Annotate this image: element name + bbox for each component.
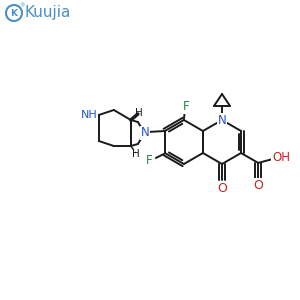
Text: K: K xyxy=(11,8,17,17)
Text: O: O xyxy=(253,179,263,192)
Text: H: H xyxy=(135,108,143,118)
Text: O: O xyxy=(217,182,227,194)
Text: OH: OH xyxy=(272,152,290,164)
Text: H: H xyxy=(132,149,140,159)
Text: F: F xyxy=(183,100,189,113)
Text: N: N xyxy=(140,127,149,140)
Text: F: F xyxy=(146,154,152,167)
Text: N: N xyxy=(218,113,226,127)
Text: NH: NH xyxy=(80,110,97,120)
Text: Kuujia: Kuujia xyxy=(25,5,71,20)
Text: ®: ® xyxy=(20,4,25,8)
